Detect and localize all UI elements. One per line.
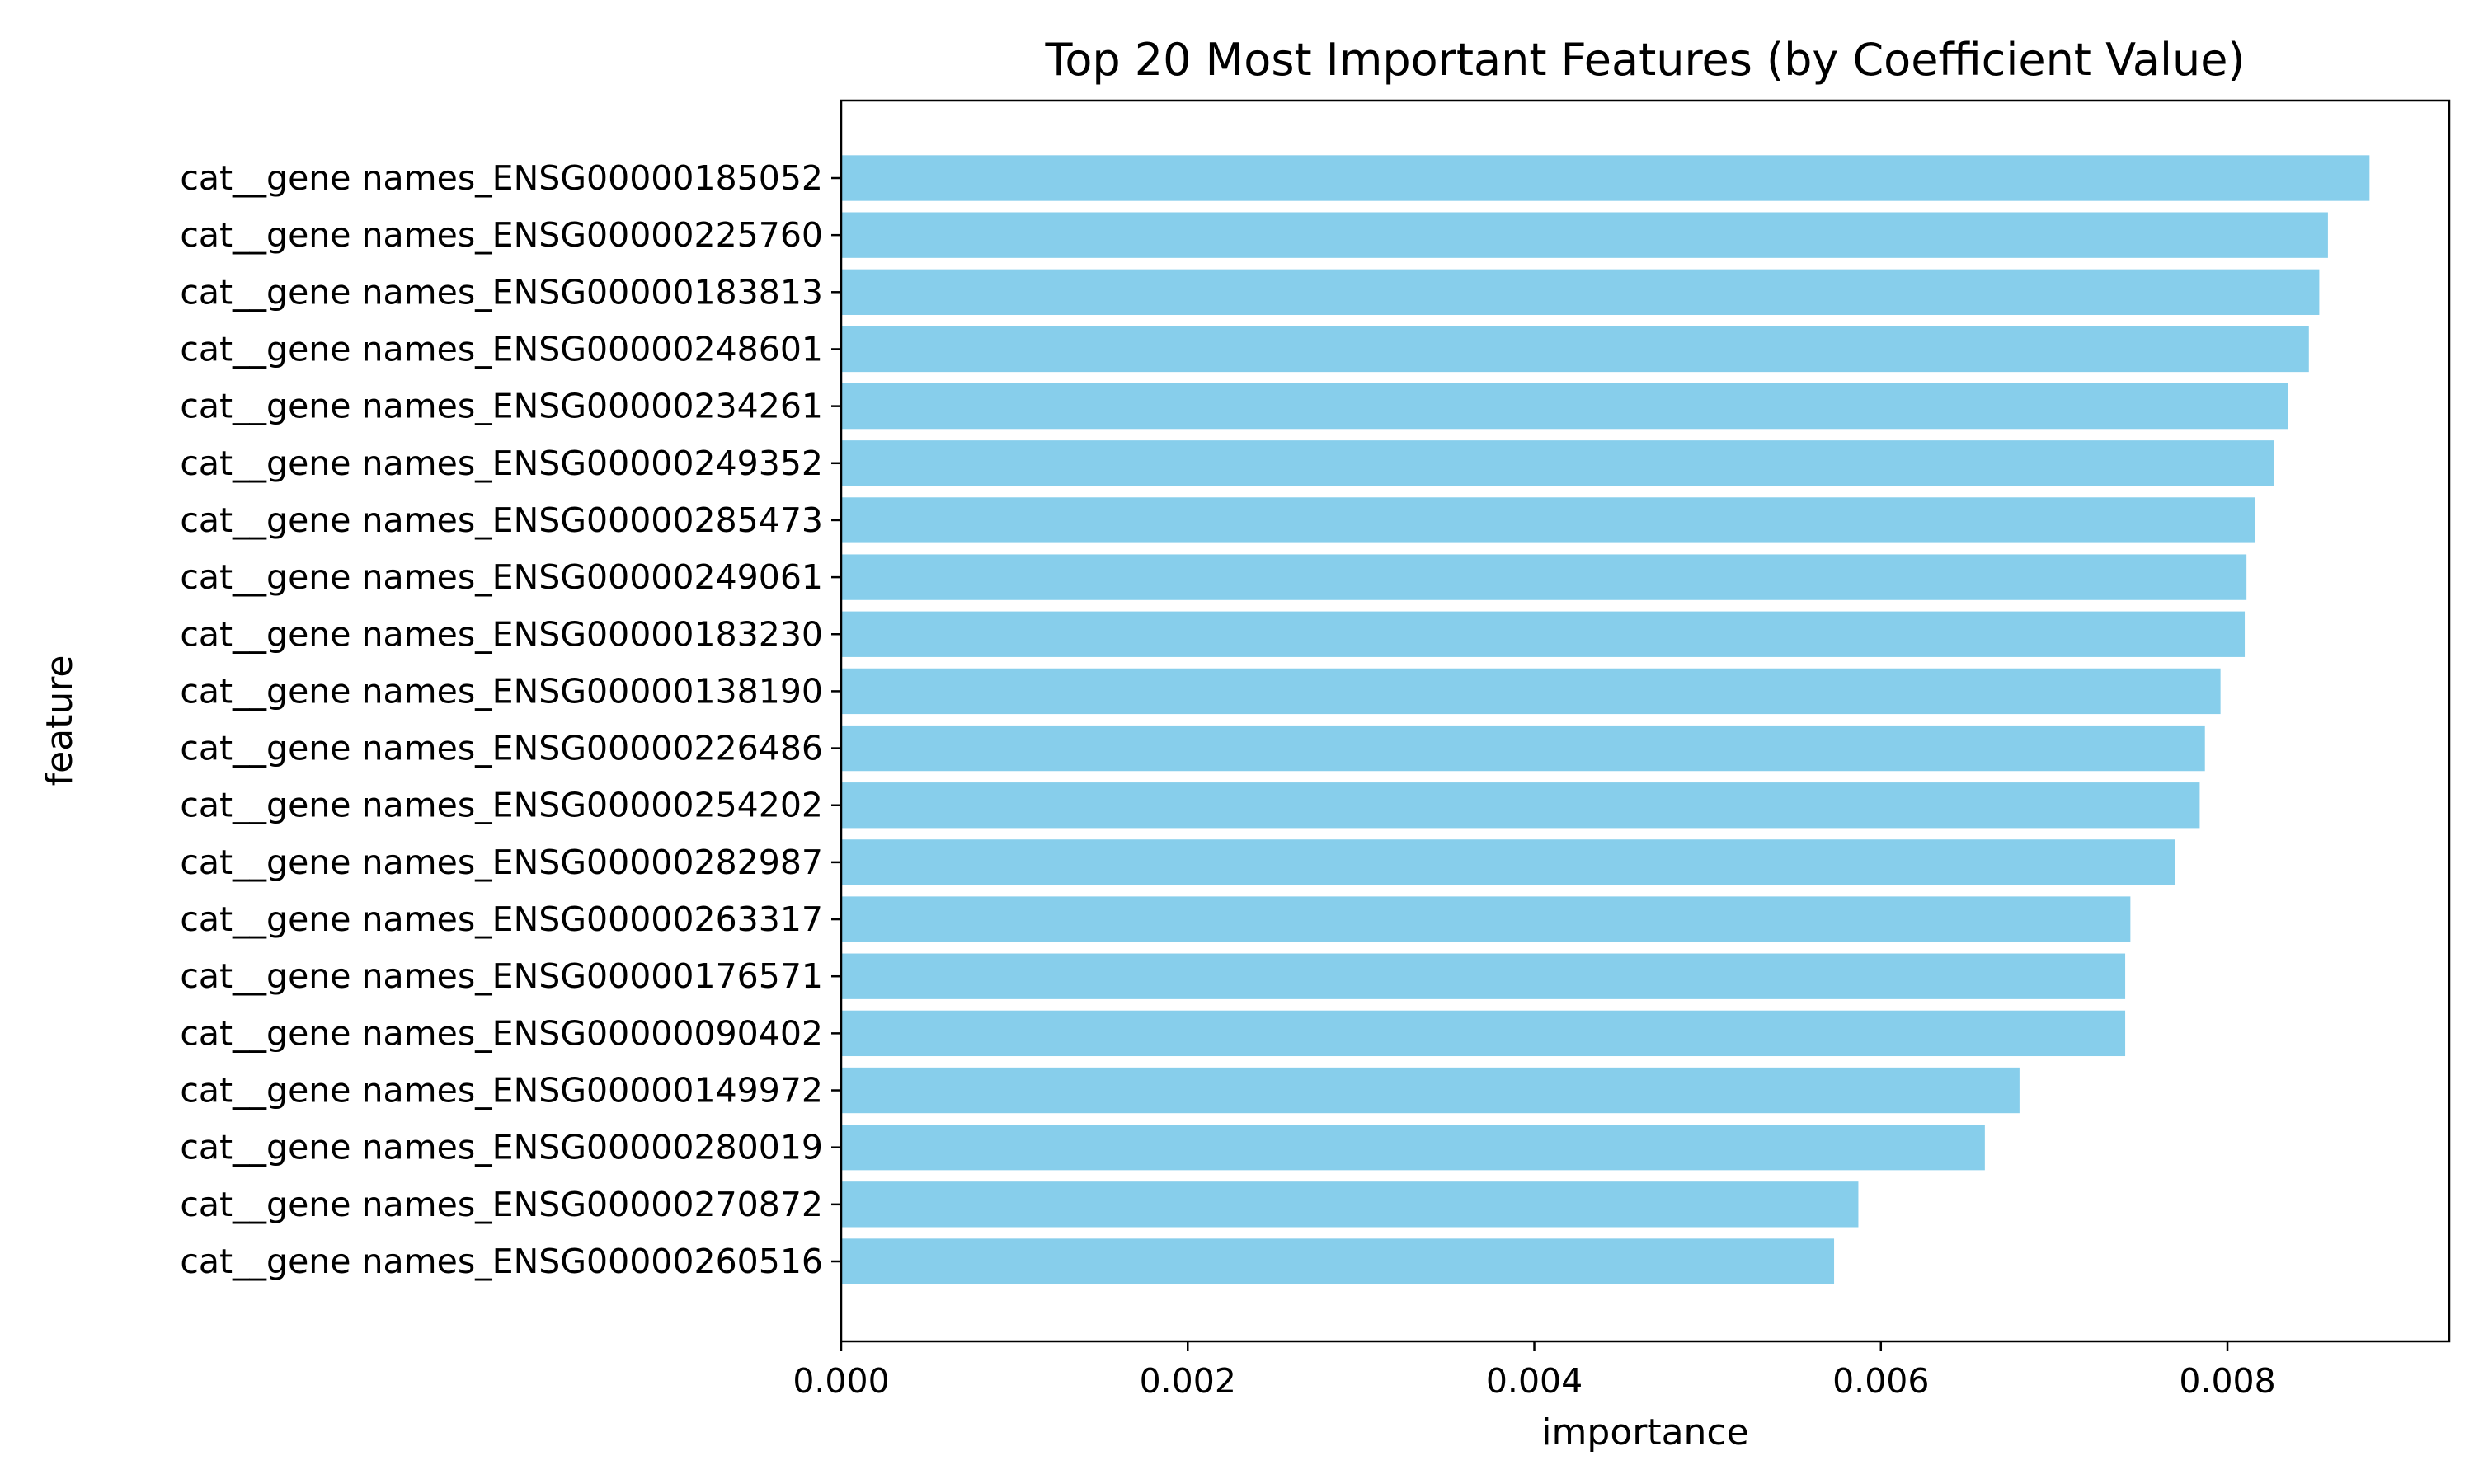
bar xyxy=(841,1125,1985,1171)
x-tick-label: 0.008 xyxy=(2179,1361,2275,1401)
y-tick-label: cat__gene names_ENSG00000185052 xyxy=(180,158,823,198)
y-tick-label: cat__gene names_ENSG00000263317 xyxy=(180,899,823,939)
bar xyxy=(841,155,2370,201)
y-tick-label: cat__gene names_ENSG00000138190 xyxy=(180,671,823,711)
y-tick-label: cat__gene names_ENSG00000249061 xyxy=(180,557,823,597)
bar xyxy=(841,269,2320,315)
bar xyxy=(841,896,2131,942)
bar xyxy=(841,440,2274,486)
y-tick-label: cat__gene names_ENSG00000260516 xyxy=(180,1242,823,1281)
y-tick-label: cat__gene names_ENSG00000090402 xyxy=(180,1013,823,1053)
x-tick-label: 0.002 xyxy=(1140,1361,1236,1401)
y-tick-label: cat__gene names_ENSG00000149972 xyxy=(180,1071,823,1111)
bar xyxy=(841,212,2328,258)
bar xyxy=(841,554,2247,600)
bar xyxy=(841,668,2221,715)
bar xyxy=(841,725,2205,772)
bar xyxy=(841,611,2246,657)
plot-frame xyxy=(840,99,2451,1343)
y-tick-label: cat__gene names_ENSG00000282987 xyxy=(180,843,823,882)
y-tick-label: cat__gene names_ENSG00000183230 xyxy=(180,614,823,654)
x-tick-label: 0.006 xyxy=(1832,1361,1929,1401)
bar xyxy=(841,782,2200,829)
y-axis-label: feature xyxy=(39,655,81,787)
chart-title: Top 20 Most Important Features (by Coeff… xyxy=(1045,34,2246,86)
y-tick-label: cat__gene names_ENSG00000183813 xyxy=(180,272,823,312)
x-axis-ticks: 0.000 0.002 0.004 0.006 0.008 xyxy=(793,1341,2276,1401)
bar xyxy=(841,839,2175,885)
y-tick-label: cat__gene names_ENSG00000249352 xyxy=(180,444,823,483)
bars-group xyxy=(841,155,2370,1284)
y-tick-label: cat__gene names_ENSG00000225760 xyxy=(180,215,823,255)
bar xyxy=(841,1181,1859,1228)
y-tick-label: cat__gene names_ENSG00000248601 xyxy=(180,329,823,369)
y-tick-label: cat__gene names_ENSG00000234261 xyxy=(180,387,823,426)
y-tick-label: cat__gene names_ENSG00000270872 xyxy=(180,1185,823,1224)
y-axis-ticks: cat__gene names_ENSG00000185052 cat__gene… xyxy=(180,158,841,1281)
x-axis-label: importance xyxy=(1541,1411,1748,1453)
bar xyxy=(841,383,2288,430)
bar xyxy=(841,326,2309,373)
y-tick-label: cat__gene names_ENSG00000226486 xyxy=(180,729,823,768)
bar xyxy=(841,1238,1835,1284)
bar xyxy=(841,497,2255,543)
x-tick-label: 0.000 xyxy=(793,1361,889,1401)
bar xyxy=(841,1010,2126,1057)
y-tick-label: cat__gene names_ENSG00000285473 xyxy=(180,500,823,540)
x-tick-label: 0.004 xyxy=(1486,1361,1583,1401)
bar xyxy=(841,953,2126,999)
y-tick-label: cat__gene names_ENSG00000280019 xyxy=(180,1128,823,1167)
y-tick-label: cat__gene names_ENSG00000254202 xyxy=(180,786,823,825)
bar xyxy=(841,1067,2020,1114)
y-tick-label: cat__gene names_ENSG00000176571 xyxy=(180,956,823,996)
